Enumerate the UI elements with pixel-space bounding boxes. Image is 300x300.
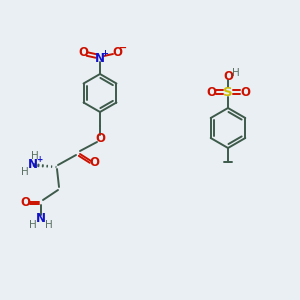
Text: O: O: [240, 85, 250, 98]
Text: H: H: [31, 151, 39, 161]
Text: N: N: [95, 52, 105, 64]
Text: O: O: [78, 46, 88, 59]
Text: S: S: [223, 85, 233, 98]
Text: O: O: [89, 157, 99, 169]
Text: +: +: [36, 155, 42, 164]
Text: +: +: [101, 49, 109, 58]
Text: O: O: [206, 85, 216, 98]
Text: H: H: [29, 220, 37, 230]
Text: H: H: [45, 220, 53, 230]
Text: O: O: [20, 196, 30, 208]
Text: H: H: [232, 68, 240, 78]
Text: O: O: [223, 70, 233, 83]
Text: N: N: [36, 212, 46, 224]
Text: O: O: [95, 133, 105, 146]
Text: −: −: [119, 43, 127, 53]
Text: N: N: [28, 158, 38, 172]
Text: O: O: [112, 46, 122, 59]
Text: H: H: [21, 167, 29, 177]
